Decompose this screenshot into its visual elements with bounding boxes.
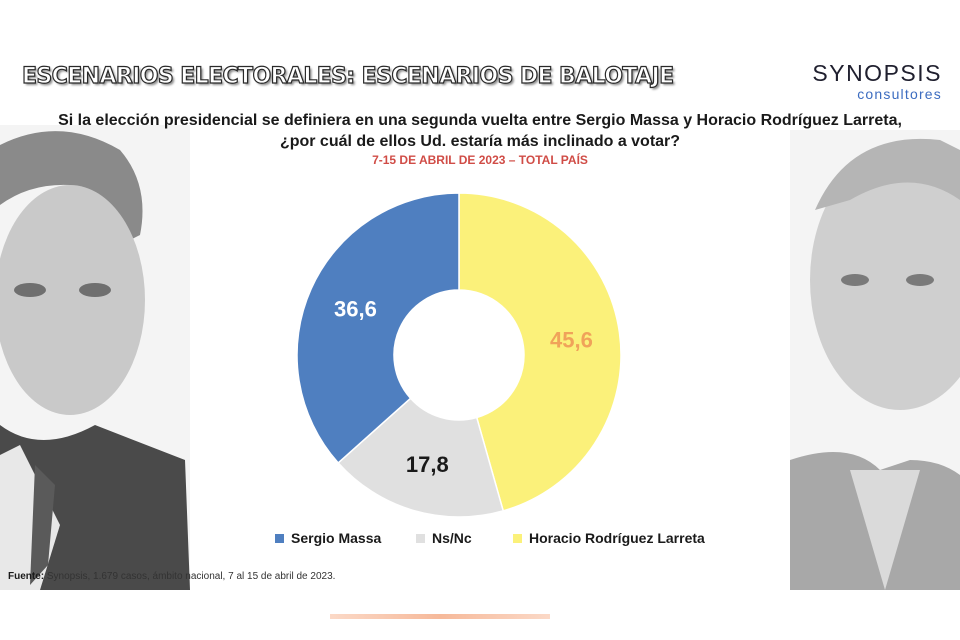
data-label-massa: 36,6 (334, 297, 377, 322)
source-note: Fuente: Synopsis, 1.679 casos, ámbito na… (8, 571, 335, 582)
logo-name: SYNOPSIS (812, 60, 942, 86)
legend-item-massa: Sergio Massa (275, 530, 381, 546)
right-candidate-photo (790, 130, 960, 590)
data-label-larreta: 45,6 (550, 327, 593, 352)
synopsis-logo: SYNOPSIS consultores (812, 60, 942, 102)
survey-date: 7-15 DE ABRIL DE 2023 – TOTAL PAÍS (372, 153, 588, 167)
source-text: Synopsis, 1.679 casos, ámbito nacional, … (44, 571, 336, 582)
footer-accent-bar (330, 614, 550, 619)
chart-legend: Sergio Massa Ns/Nc Horacio Rodríguez Lar… (0, 530, 960, 550)
data-label-nsnc: 17,8 (406, 452, 449, 477)
logo-subtitle: consultores (857, 86, 942, 102)
left-candidate-photo (0, 125, 190, 590)
legend-item-nsnc: Ns/Nc (416, 530, 472, 546)
legend-swatch-nsnc (416, 533, 425, 543)
slice-larreta (458, 192, 622, 512)
survey-question: Si la elección presidencial se definiera… (0, 110, 960, 152)
question-line-2: ¿por cuál de ellos Ud. estaría más incli… (279, 133, 681, 150)
slice-massa (296, 192, 460, 464)
legend-swatch-larreta (513, 533, 522, 543)
legend-item-larreta: Horacio Rodríguez Larreta (513, 530, 705, 546)
legend-label-larreta: Horacio Rodríguez Larreta (529, 530, 705, 546)
legend-label-massa: Sergio Massa (291, 530, 382, 546)
source-label: Fuente: (8, 571, 45, 582)
question-line-1: Si la elección presidencial se definiera… (58, 112, 902, 129)
legend-label-nsnc: Ns/Nc (432, 530, 472, 546)
page-title: ESCENARIOS ELECTORALES: ESCENARIOS DE BA… (21, 63, 674, 89)
legend-swatch-massa (275, 533, 284, 543)
slice-nsnc (337, 397, 505, 518)
